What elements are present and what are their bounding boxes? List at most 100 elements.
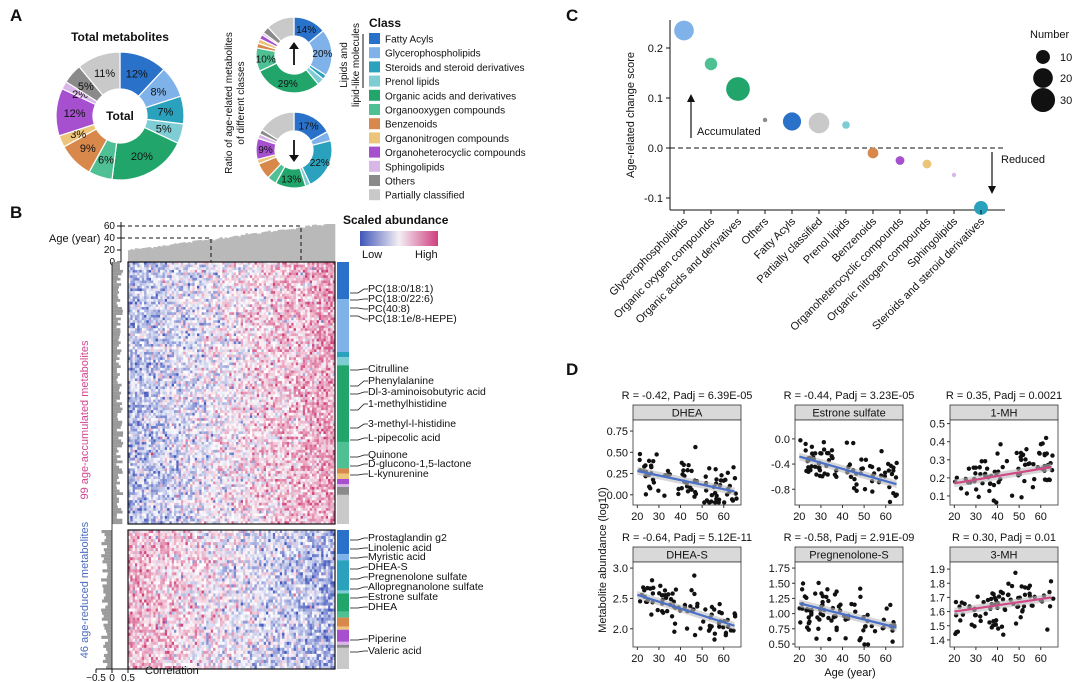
- age-bar: [174, 243, 177, 262]
- corr-bar: [112, 468, 122, 472]
- d-point: [643, 492, 649, 497]
- acc-group-label: 99 age-accumulated metabolites: [79, 340, 91, 499]
- d-x-tick-label: 40: [836, 511, 848, 523]
- d-x-tick-label: 30: [653, 653, 665, 665]
- corr-bar: [105, 593, 112, 597]
- age-bar: [293, 229, 297, 262]
- metabolite-label: Linolenic acid: [368, 542, 432, 554]
- d-point: [734, 496, 739, 501]
- d-point: [836, 604, 842, 609]
- d-x-tick-label: 30: [815, 511, 827, 523]
- age-bar: [139, 248, 143, 262]
- age-bar: [318, 225, 322, 262]
- d-point: [885, 461, 891, 467]
- age-bar: [132, 249, 136, 262]
- d-x-tick-label: 50: [1013, 653, 1025, 665]
- d-point: [1051, 596, 1056, 601]
- corr-bar: [106, 575, 112, 579]
- d-point: [822, 471, 827, 476]
- age-bar: [224, 237, 228, 262]
- d-y-tick-label: 1.7: [930, 592, 945, 604]
- age-bar: [238, 236, 241, 262]
- d-strip-title: Pregnenolone-S: [809, 550, 889, 562]
- d-point: [703, 607, 708, 612]
- corr-bar: [102, 611, 112, 615]
- corr-bar: [112, 341, 121, 345]
- d-point: [987, 620, 992, 625]
- d-point: [717, 624, 722, 629]
- d-point: [993, 618, 999, 623]
- d-point: [704, 498, 710, 503]
- age-bar: [192, 240, 195, 262]
- corr-bar: [112, 407, 123, 411]
- age-bar: [208, 238, 212, 262]
- metabolite-leader: [350, 638, 368, 641]
- corr-bar: [101, 530, 112, 534]
- legend-label: Organic acids and derivatives: [385, 91, 516, 102]
- d-point: [665, 468, 671, 474]
- corr-bar: [112, 500, 119, 503]
- d-y-tick-label: 0.3: [930, 455, 945, 467]
- corr-bar: [105, 656, 112, 661]
- d-point: [692, 573, 697, 578]
- age-bar: [206, 240, 209, 262]
- d-point: [1050, 453, 1055, 458]
- age-bar: [162, 245, 166, 262]
- d-point: [824, 594, 829, 600]
- age-bar: [226, 238, 230, 262]
- d-point: [861, 628, 866, 633]
- c-bubble: [895, 156, 905, 165]
- d-point: [716, 500, 721, 505]
- d-point: [860, 466, 866, 471]
- d-point: [1005, 592, 1011, 598]
- metabolite-label: L-pipecolic acid: [368, 432, 441, 444]
- legend-swatch: [369, 160, 380, 172]
- d-point: [988, 481, 993, 486]
- metabolite-leader: [350, 437, 368, 441]
- d-point: [637, 599, 643, 604]
- age-bar: [289, 229, 292, 262]
- d-y-tick-label: 1.00: [769, 609, 790, 621]
- reduced-arrowhead-icon: [988, 186, 996, 194]
- corr-bar: [112, 314, 117, 318]
- d-point: [893, 475, 899, 480]
- c-bubble: [762, 117, 768, 123]
- d-point: [966, 466, 972, 471]
- d-point: [730, 498, 736, 503]
- d-stat-label: R = 0.30, Padj = 0.01: [952, 532, 1056, 544]
- corr-bar: [103, 623, 112, 627]
- red-pie-slice-label: 17%: [298, 121, 318, 132]
- age-bar: [130, 249, 133, 262]
- d-x-tick-label: 40: [674, 511, 686, 523]
- d-point: [843, 636, 848, 641]
- d-point: [798, 438, 803, 443]
- age-bar: [201, 240, 205, 262]
- scale-gradient: [360, 231, 438, 246]
- corr-bar: [112, 428, 117, 432]
- d-point: [687, 485, 693, 490]
- legend-swatch: [369, 33, 380, 44]
- d-point: [662, 493, 667, 498]
- metabolite-leader: [350, 566, 368, 570]
- d-point: [714, 496, 719, 502]
- d-point: [725, 470, 731, 476]
- d-point: [660, 610, 666, 615]
- corr-bar: [112, 473, 118, 477]
- corr-bar: [112, 418, 119, 421]
- age-bar: [157, 245, 161, 262]
- d-point: [684, 626, 690, 631]
- age-bar: [243, 235, 246, 262]
- d-point: [844, 440, 850, 445]
- d-point: [672, 629, 677, 634]
- age-bar: [247, 234, 251, 262]
- d-point: [958, 618, 963, 623]
- d-point: [673, 587, 679, 592]
- class-bar-cell: [337, 554, 349, 561]
- age-bar: [249, 233, 253, 262]
- corr-bar: [101, 635, 112, 639]
- d-point: [689, 588, 694, 593]
- d-x-tick-label: 40: [674, 653, 686, 665]
- corr-bar: [112, 296, 119, 300]
- size-legend-dot: [1036, 50, 1050, 64]
- corr-bar: [112, 320, 118, 323]
